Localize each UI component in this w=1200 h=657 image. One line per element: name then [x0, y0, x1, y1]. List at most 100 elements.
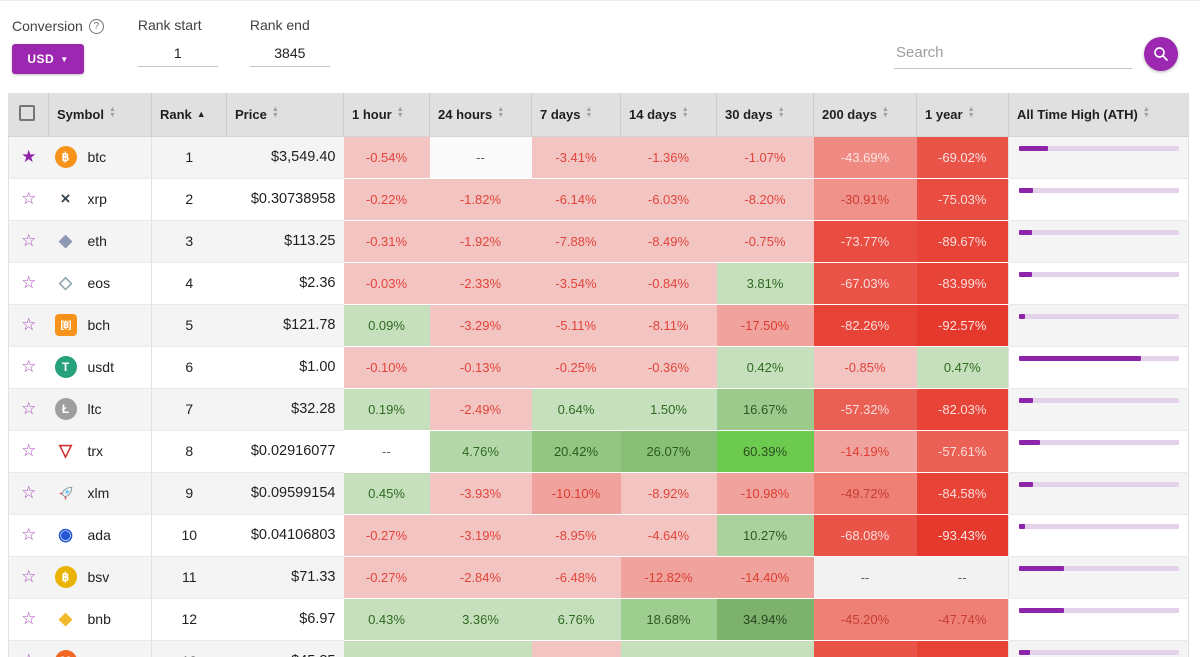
rank-cell: 4 — [151, 262, 227, 305]
pct-24hours-cell: -1.82% — [429, 178, 532, 221]
column-header-24hours[interactable]: 24 hours ▲ ▼ — [429, 93, 532, 137]
column-header-rank[interactable]: Rank ▲ — [151, 93, 227, 137]
table-row: ☆ [฿] bch 5 $121.78 0.09% -3.29% -5.11% -… — [8, 304, 1189, 347]
pct-7days-cell: -0.25% — [531, 346, 621, 389]
pct-7days-cell: -7.88% — [531, 220, 621, 263]
header-checkbox-cell — [8, 93, 49, 137]
pct-200days-cell: -57.32% — [813, 388, 917, 431]
coin-icon: ◇ — [58, 273, 73, 292]
symbol-cell: Mxmr — [48, 640, 152, 657]
rank-cell: 13 — [151, 640, 227, 657]
coin-symbol[interactable]: usdt — [87, 359, 114, 375]
coin-icon: ฿ — [54, 146, 77, 168]
pct-14days-cell: 1.50% — [620, 388, 717, 431]
rank-start-label: Rank start — [137, 17, 202, 33]
ath-progress-bar — [1019, 649, 1179, 655]
column-header-ath[interactable]: All Time High (ATH) ▲ ▼ — [1008, 93, 1189, 137]
column-header-1year[interactable]: 1 year ▲ ▼ — [916, 93, 1009, 137]
sort-icon: ▲ ▼ — [585, 106, 593, 120]
search-input[interactable] — [894, 39, 1132, 69]
currency-dropdown-button[interactable]: USD ▼ — [12, 44, 84, 74]
favorite-cell: ☆ — [8, 556, 49, 599]
ath-cell — [1008, 598, 1189, 641]
pct-200days-cell: -0.85% — [813, 346, 917, 389]
symbol-cell: ฿ bsv — [48, 556, 152, 599]
column-header-symbol[interactable]: Symbol ▲ ▼ — [48, 93, 152, 137]
column-header-7days[interactable]: 7 days ▲ ▼ — [531, 93, 621, 137]
ath-cell — [1008, 514, 1189, 557]
pct-7days-cell: -8.95% — [531, 514, 621, 557]
coin-symbol[interactable]: trx — [87, 443, 104, 459]
ath-cell — [1008, 472, 1189, 515]
favorite-cell: ☆ — [8, 598, 49, 641]
coin-symbol[interactable]: xlm — [87, 485, 110, 501]
symbol-cell: × xrp — [48, 178, 152, 221]
rank-cell: 10 — [151, 514, 227, 557]
coin-symbol[interactable]: bsv — [87, 569, 110, 585]
column-header-30days[interactable]: 30 days ▲ ▼ — [716, 93, 814, 137]
rank-cell: 7 — [151, 388, 227, 431]
help-icon[interactable]: ? — [88, 18, 104, 34]
rank-start-input[interactable] — [137, 45, 218, 67]
pct-24hours-cell: -3.29% — [429, 304, 532, 347]
favorite-star-icon[interactable]: ☆ — [21, 609, 37, 628]
ath-progress-bar — [1019, 607, 1179, 613]
sort-icon: ▲ ▼ — [396, 106, 404, 120]
favorite-star-icon[interactable]: ☆ — [21, 357, 37, 376]
ath-progress-fill — [1019, 439, 1040, 445]
pct-30days-cell: 16.67% — [716, 388, 814, 431]
favorite-star-icon[interactable]: ☆ — [21, 189, 37, 208]
pct-7days-cell: 6.76% — [531, 598, 621, 641]
pct-200days-cell: -43.69% — [813, 136, 917, 179]
pct-30days-cell: -0.75% — [716, 220, 814, 263]
favorite-star-icon[interactable]: ☆ — [21, 231, 37, 250]
coin-symbol[interactable]: ada — [87, 527, 111, 543]
favorite-cell: ☆ — [8, 388, 49, 431]
favorite-star-icon[interactable]: ☆ — [21, 315, 37, 334]
coin-icon: [฿] — [54, 314, 77, 336]
favorite-star-icon[interactable]: ☆ — [21, 441, 37, 460]
symbol-cell: ฿ btc — [48, 136, 152, 179]
pct-14days-cell: 18.68% — [620, 598, 717, 641]
pct-14days-cell: -6.03% — [620, 178, 717, 221]
symbol-cell: xlm — [48, 472, 152, 515]
column-header-200days[interactable]: 200 days ▲ ▼ — [813, 93, 917, 137]
coin-symbol[interactable]: eos — [87, 275, 111, 291]
coin-symbol[interactable]: eth — [87, 233, 107, 249]
pct-200days-cell: -82.26% — [813, 304, 917, 347]
coin-symbol[interactable]: xrp — [87, 191, 107, 207]
pct-1hour-cell: 0.43% — [343, 598, 430, 641]
pct-1hour-cell: 0.39% — [343, 640, 430, 657]
search-button[interactable] — [1144, 37, 1178, 71]
ath-cell — [1008, 640, 1189, 657]
pct-200days-cell: -68.08% — [813, 514, 917, 557]
ath-progress-bar — [1019, 313, 1179, 319]
ath-progress-fill — [1019, 229, 1032, 235]
pct-24hours-cell: -2.84% — [429, 556, 532, 599]
coin-icon — [55, 482, 77, 504]
coin-symbol[interactable]: bnb — [87, 611, 111, 627]
coin-symbol[interactable]: btc — [87, 149, 107, 165]
favorite-star-icon[interactable]: ☆ — [21, 525, 37, 544]
table-body: ★ ฿ btc 1 $3,549.40 -0.54% -- -3.41% -1.3… — [8, 136, 1189, 657]
table-row: ☆ xlm 9 $0.09599154 0.45% -3.93% -10.10%… — [8, 472, 1189, 515]
pct-200days-cell: -73.77% — [813, 220, 917, 263]
coins-table: Symbol ▲ ▼ Rank ▲ Price ▲ ▼ 1 hour ▲ ▼ 24 hours… — [8, 93, 1189, 657]
select-all-checkbox[interactable] — [19, 104, 35, 121]
column-header-price[interactable]: Price ▲ ▼ — [226, 93, 344, 137]
sort-icon: ▲ ▼ — [967, 106, 975, 120]
coin-symbol[interactable]: xmr — [88, 653, 111, 657]
favorite-star-icon[interactable]: ★ — [21, 147, 37, 166]
price-cell: $1.00 — [226, 346, 344, 389]
coin-symbol[interactable]: ltc — [87, 401, 102, 417]
favorite-star-icon[interactable]: ☆ — [21, 651, 36, 657]
favorite-star-icon[interactable]: ☆ — [21, 483, 37, 502]
column-header-1hour[interactable]: 1 hour ▲ ▼ — [343, 93, 430, 137]
coin-symbol[interactable]: bch — [87, 317, 111, 333]
price-cell: $45.85 — [226, 640, 344, 657]
favorite-star-icon[interactable]: ☆ — [21, 567, 37, 586]
favorite-star-icon[interactable]: ☆ — [21, 273, 37, 292]
column-header-14days[interactable]: 14 days ▲ ▼ — [620, 93, 717, 137]
rank-end-input[interactable] — [249, 45, 330, 67]
favorite-star-icon[interactable]: ☆ — [21, 399, 37, 418]
